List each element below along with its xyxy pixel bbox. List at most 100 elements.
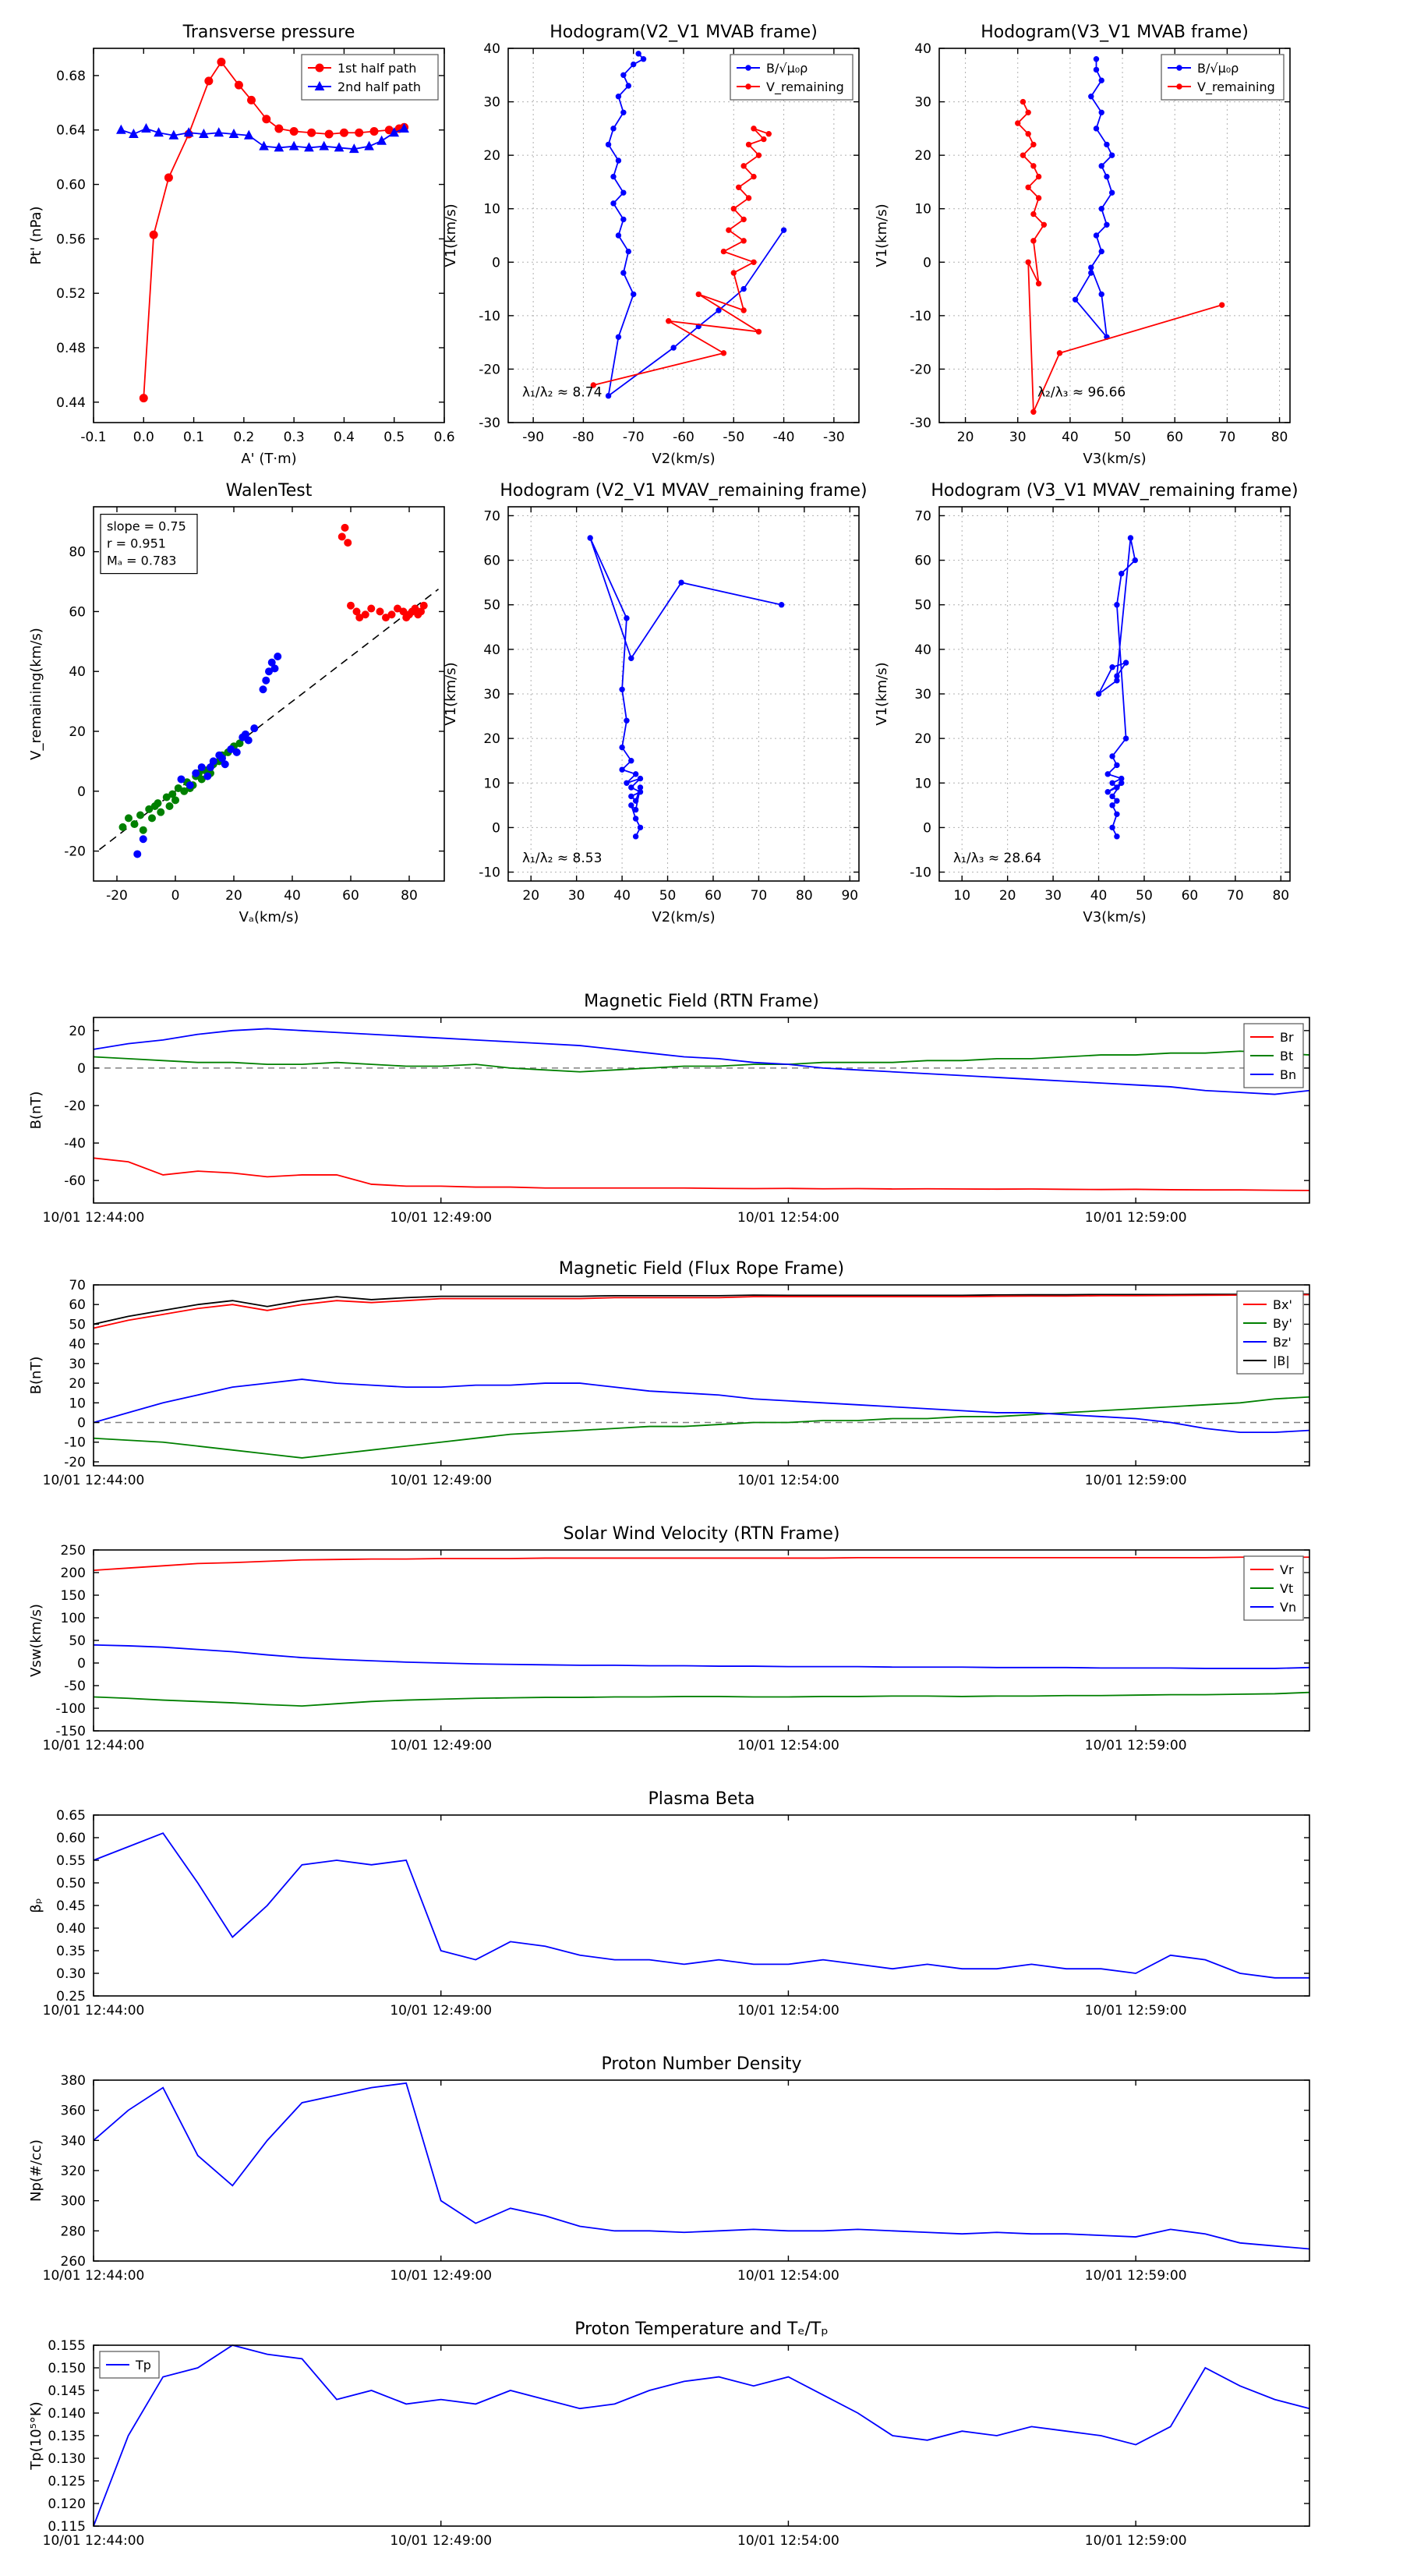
x-tick-label: 10/01 12:54:00 <box>737 2003 839 2019</box>
x-tick-label: 10/01 12:44:00 <box>43 1210 145 1226</box>
legend-label: 2nd half path <box>337 80 421 94</box>
y-tick-label: 150 <box>61 1588 86 1604</box>
y-tick-label: -30 <box>479 416 500 431</box>
series-Bn <box>93 1028 1310 1095</box>
x-tick-label: 10/01 12:49:00 <box>390 2268 492 2284</box>
y-tick-label: 0.52 <box>56 286 86 302</box>
y-tick-label: 380 <box>61 2073 86 2089</box>
svg-text:slope = 0.75: slope = 0.75 <box>107 519 186 534</box>
y-tick-label: 0.145 <box>48 2383 86 2399</box>
chart-title: Transverse pressure <box>182 23 355 42</box>
legend-label: Bx' <box>1273 1297 1292 1312</box>
y-tick-label: 70 <box>914 508 931 524</box>
legend: 1st half path 2nd half path <box>301 54 439 101</box>
x-tick-label: 80 <box>401 888 418 904</box>
x-tick-label: 20 <box>225 888 242 904</box>
x-axis-label: V3(km/s) <box>1083 451 1146 467</box>
y-tick-label: -150 <box>55 1724 86 1739</box>
y-tick-label: 340 <box>61 2133 86 2149</box>
y-tick-label: 30 <box>483 95 500 111</box>
y-axis-label: Pt' (nPa) <box>28 206 44 264</box>
x-tick-label: 30 <box>1044 888 1062 904</box>
x-tick-label: 40 <box>284 888 301 904</box>
series-Bt <box>93 1050 1310 1073</box>
x-tick-label: 40 <box>1090 888 1108 904</box>
legend: Tp <box>99 2351 160 2379</box>
y-tick-label: -20 <box>64 1455 86 1470</box>
chart-hodogram-v3v1-mvab: 20 30 40 50 60 70 80 -30 -20 -10 0 10 20 30 40 Hodogram… <box>874 23 1291 467</box>
y-tick-label: 20 <box>69 1024 86 1039</box>
y-tick-label: 360 <box>61 2104 86 2119</box>
legend-label: V_remaining <box>766 80 844 95</box>
legend-label: Bt <box>1280 1049 1293 1063</box>
y-tick-label: 40 <box>69 664 86 680</box>
x-tick-label: -50 <box>723 430 744 445</box>
x-tick-label: 70 <box>1219 430 1236 445</box>
y-tick-label: 0 <box>492 820 500 836</box>
series-beta <box>93 1832 1309 1979</box>
x-tick-label: 50 <box>1136 888 1153 904</box>
chart-mag-fluxrope: 10/01 12:44:00 10/01 12:49:00 10/01 12:54:… <box>28 1259 1310 1488</box>
legend-label: B/√μ₀ρ <box>766 61 808 76</box>
svg-text:r = 0.951: r = 0.951 <box>107 536 166 551</box>
y-tick-label: 0.40 <box>56 1921 86 1937</box>
y-tick-label: 0.60 <box>56 1831 86 1846</box>
series-Bz <box>93 1378 1310 1434</box>
y-tick-label: 40 <box>483 642 500 658</box>
legend-label: Vr <box>1280 1562 1294 1577</box>
y-tick-label: 0.130 <box>48 2451 86 2467</box>
y-tick-label: 30 <box>914 687 931 702</box>
annotation: λ₁/λ₂ ≈ 8.53 <box>522 851 602 866</box>
legend: B/√μ₀ρ V_remaining <box>730 54 853 101</box>
chart-hodogram-v2v1-mvav: 20 30 40 50 60 70 80 90-10010203040506070Hodogr… <box>443 481 868 925</box>
series-Vn <box>93 1644 1310 1669</box>
series-Br <box>93 1157 1310 1191</box>
y-tick-label: 0.55 <box>56 1853 86 1869</box>
series-Bmag <box>93 1293 1309 1325</box>
y-axis-label: Np(#/cc) <box>28 2139 44 2202</box>
axes-frame <box>93 1017 1310 1204</box>
chart-proton-temp: 10/01 12:44:00 10/01 12:49:00 10/01 12:54:… <box>28 2319 1310 2549</box>
chart-title: Proton Number Density <box>602 2054 802 2074</box>
y-tick-label: -30 <box>910 416 931 431</box>
y-tick-label: 0.30 <box>56 1966 86 1982</box>
series-red-cluster <box>337 523 428 622</box>
y-tick-label: 0 <box>492 255 500 271</box>
chart-mag-rtn: 10/01 12:44:00 10/01 12:49:00 10/01 12:54:… <box>28 992 1310 1226</box>
y-tick-label: 0.115 <box>48 2519 86 2535</box>
chart-hodogram-v2v1-mvab: -90 -80 -70 -60 -50 -40 -30 -30 -20 -10 0 10 20 30 40 H… <box>443 23 860 467</box>
x-tick-label: 10/01 12:59:00 <box>1085 2533 1187 2549</box>
x-tick-label: 0.2 <box>233 430 254 445</box>
x-tick-label: 10/01 12:49:00 <box>390 2003 492 2019</box>
y-tick-label: -20 <box>910 362 931 377</box>
y-tick-label: -10 <box>910 309 931 324</box>
y-axis-label: B(nT) <box>28 1092 44 1130</box>
x-tick-label: 10/01 12:44:00 <box>43 2003 145 2019</box>
x-tick-label: 80 <box>796 888 813 904</box>
chart-title: Magnetic Field (Flux Rope Frame) <box>559 1259 844 1279</box>
annotation: λ₁/λ₃ ≈ 28.64 <box>953 851 1041 866</box>
chart-title: Solar Wind Velocity (RTN Frame) <box>564 1524 840 1544</box>
y-tick-label: 250 <box>61 1543 86 1559</box>
x-tick-label: 20 <box>999 888 1016 904</box>
y-tick-label: 10 <box>914 776 931 791</box>
legend: Bx' By' Bz' |B| <box>1236 1290 1304 1375</box>
x-tick-label: 80 <box>1272 888 1289 904</box>
y-tick-label: 20 <box>483 148 500 164</box>
x-tick-label: 10/01 12:49:00 <box>390 1210 492 1226</box>
series-By <box>93 1396 1310 1459</box>
x-tick-label: 80 <box>1271 430 1288 445</box>
legend: Br Bt Bn <box>1243 1023 1304 1088</box>
x-tick-label: 50 <box>659 888 677 904</box>
y-tick-label: 60 <box>914 554 931 569</box>
legend-label: Vn <box>1280 1600 1296 1615</box>
legend-label: |B| <box>1273 1353 1290 1368</box>
y-tick-label: 60 <box>69 604 86 620</box>
y-tick-label: 30 <box>914 95 931 111</box>
x-tick-label: 10/01 12:44:00 <box>43 2268 145 2284</box>
series-Bx <box>93 1293 1309 1329</box>
x-tick-label: 70 <box>1227 888 1244 904</box>
y-tick-label: 0.60 <box>56 178 86 193</box>
x-tick-label: 30 <box>1009 430 1027 445</box>
